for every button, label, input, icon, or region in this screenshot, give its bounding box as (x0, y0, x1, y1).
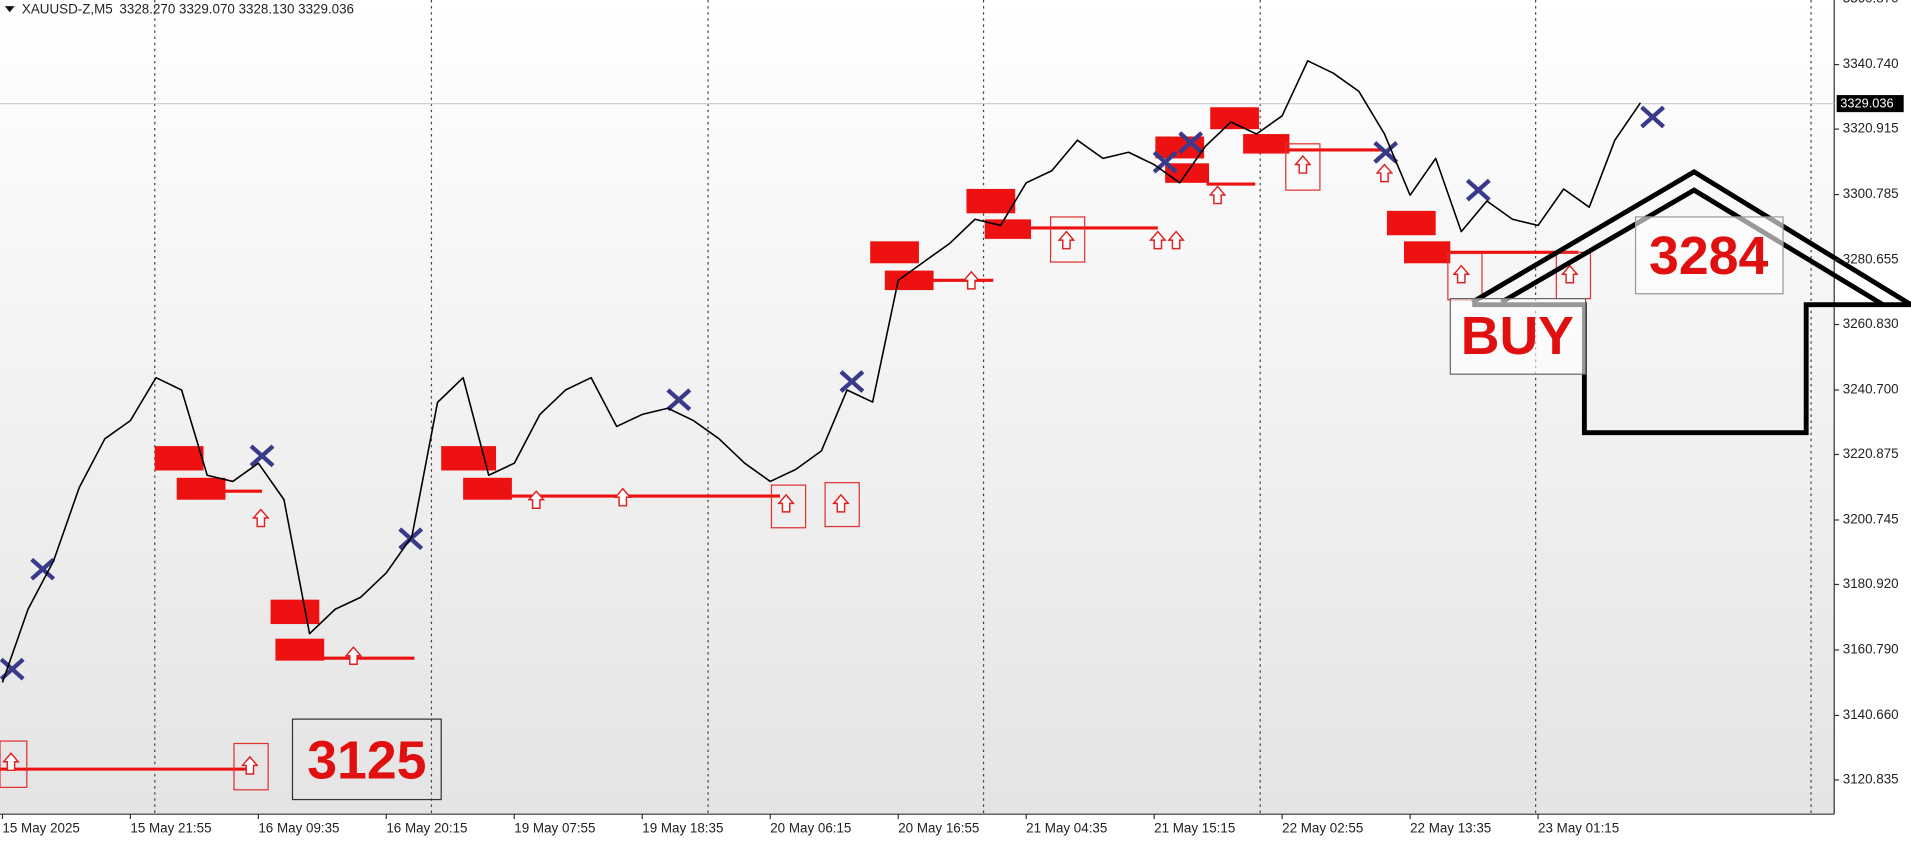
annotation-box (291, 718, 442, 801)
x-tick-label: 15 May 21:55 (130, 820, 211, 835)
annotation: 3125 (307, 730, 426, 790)
price-line (1, 60, 1642, 683)
y-tick-label: 3180.920 (1843, 576, 1899, 591)
y-tick-label: 3320.915 (1843, 121, 1899, 136)
x-tick-label: 16 May 09:35 (258, 820, 339, 835)
x-tick-label: 22 May 02:55 (1282, 820, 1363, 835)
y-tick-label: 3140.660 (1843, 707, 1899, 722)
annotation: BUY (1461, 306, 1574, 366)
y-tick-label: 3260.830 (1843, 316, 1899, 331)
annotation: 3284 (1649, 226, 1768, 286)
annotation-box (1634, 216, 1784, 295)
annotation-box (1449, 298, 1587, 375)
last-price-tag (1836, 95, 1904, 113)
time-axis-panel (0, 814, 1835, 841)
y-tick-label: 3240.700 (1843, 382, 1899, 397)
last-price-label: 3329.036 (1840, 96, 1893, 111)
x-tick-label: 20 May 16:55 (898, 820, 979, 835)
chart-title: XAUUSD-Z,M5 (22, 1, 113, 16)
x-tick-label: 15 May 2025 (2, 820, 79, 835)
y-tick-label: 3200.745 (1843, 512, 1899, 527)
plot-area (0, 0, 1835, 815)
day-separators (154, 0, 1812, 815)
x-tick-label: 21 May 04:35 (1026, 820, 1107, 835)
y-tick-label: 3360.870 (1843, 0, 1899, 6)
y-tick-label: 3340.740 (1843, 56, 1899, 71)
x-tick-label: 23 May 01:15 (1538, 820, 1619, 835)
x-tick-label: 16 May 20:15 (386, 820, 467, 835)
x-tick-label: 21 May 15:15 (1154, 820, 1235, 835)
ohlc-values: 3328.270 3329.070 3328.130 3329.036 (119, 1, 354, 16)
y-tick-label: 3280.655 (1843, 252, 1899, 267)
levels (0, 148, 1579, 771)
x-tick-label: 19 May 07:55 (514, 820, 595, 835)
collapse-icon[interactable] (4, 6, 15, 13)
x-tick-label: 19 May 18:35 (642, 820, 723, 835)
y-tick-label: 3120.835 (1843, 771, 1899, 786)
y-tick-label: 3160.790 (1843, 641, 1899, 656)
price-axis-panel (1834, 0, 1911, 841)
x-tick-label: 22 May 13:35 (1410, 820, 1491, 835)
y-tick-label: 3300.785 (1843, 186, 1899, 201)
x-tick-label: 20 May 06:15 (770, 820, 851, 835)
y-tick-label: 3220.875 (1843, 446, 1899, 461)
